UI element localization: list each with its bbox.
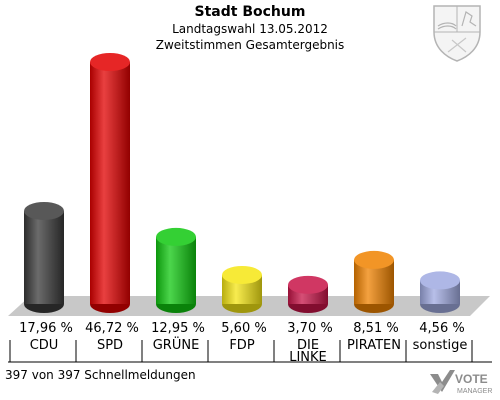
value-label-6: 4,56 %: [419, 321, 464, 336]
bar-4: [288, 275, 328, 313]
value-label-2: 12,95 %: [151, 321, 205, 336]
nrw-coat-of-arms-icon: [433, 5, 481, 62]
bar-6: [420, 271, 460, 313]
bar-1: [90, 53, 130, 313]
value-label-0: 17,96 %: [19, 321, 73, 336]
value-label-3: 5,60 %: [221, 321, 266, 336]
value-label-4: 3,70 %: [287, 321, 332, 336]
category-label-6: sonstige: [413, 338, 468, 353]
brand-vote-text: VOTE: [455, 372, 488, 386]
category-label-4: DIE: [297, 338, 319, 353]
category-label-0: CDU: [30, 338, 59, 353]
category-label-3: FDP: [229, 338, 254, 353]
vote-manager-logo: VOTE MANAGER: [430, 370, 492, 395]
report-status: 397 von 397 Schnellmeldungen: [5, 368, 196, 382]
category-label-4: LINKE: [289, 350, 327, 365]
chart-subtitle-election: Landtagswahl 13.05.2012: [172, 22, 328, 36]
bar-5: [354, 250, 394, 313]
chart-header: Stadt Bochum Landtagswahl 13.05.2012 Zwe…: [0, 4, 500, 53]
category-label-2: GRÜNE: [153, 336, 200, 353]
category-label-5: PIRATEN: [347, 338, 401, 353]
chart-title: Stadt Bochum: [194, 4, 306, 20]
value-label-1: 46,72 %: [85, 321, 139, 336]
brand-manager-text: MANAGER: [457, 388, 492, 395]
value-label-5: 8,51 %: [353, 321, 398, 336]
bar-3: [222, 265, 262, 313]
chart-subtitle-result: Zweitstimmen Gesamtergebnis: [155, 38, 345, 52]
bar-2: [156, 227, 196, 313]
category-label-1: SPD: [97, 338, 123, 353]
bar-0: [24, 201, 64, 313]
